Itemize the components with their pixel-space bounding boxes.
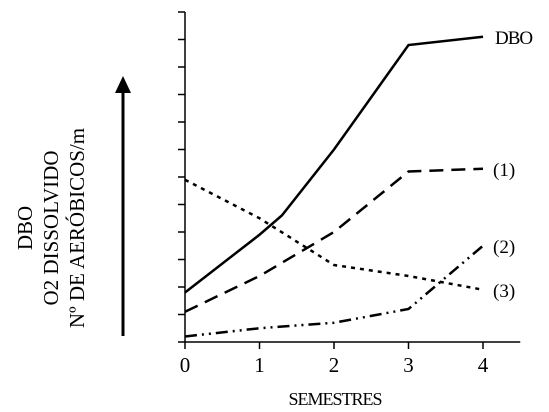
series-line-1 — [184, 35, 484, 294]
x-tick-label: 2 — [329, 353, 340, 377]
y-axis-label-2: O2 DISSOLVIDO — [39, 151, 63, 306]
series-line-3 — [184, 244, 484, 338]
series-labels: DBO (1) (2) (3) — [493, 28, 533, 302]
x-tick-label: 4 — [478, 353, 489, 377]
x-tick-label: 3 — [403, 353, 414, 377]
series-line-4 — [184, 178, 484, 291]
series-label-2: (1) — [493, 160, 515, 181]
x-ticks: 0 1 2 3 4 — [180, 342, 489, 377]
up-arrow-head — [115, 76, 131, 93]
series-line-2 — [184, 167, 484, 313]
series-label-4: (3) — [493, 281, 515, 302]
y-axis-label-3: Nº DE AERÓBICOS/m — [65, 128, 89, 328]
series-group — [184, 35, 484, 338]
x-tick-label: 1 — [254, 353, 265, 377]
series-label-3: (2) — [493, 237, 515, 258]
x-axis-label: SEMESTRES — [288, 389, 381, 409]
axes — [184, 12, 521, 343]
y-axis-label-1: DBO — [13, 206, 37, 250]
x-tick-label: 0 — [180, 353, 191, 377]
y-ticks — [178, 11, 185, 343]
series-label-1: DBO — [495, 28, 532, 49]
